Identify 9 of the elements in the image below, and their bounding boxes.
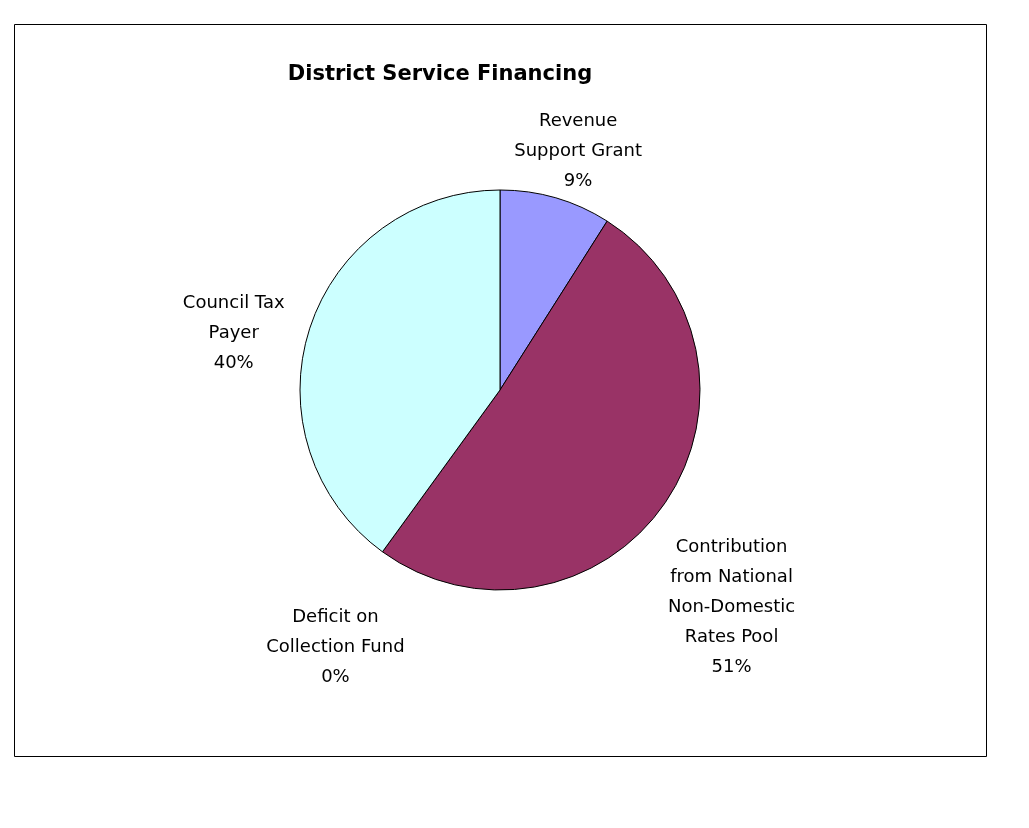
data-label: 9% — [563, 169, 593, 191]
slice-label: Revenue Support Grant — [514, 109, 642, 161]
data-label: 40% — [213, 351, 254, 373]
slice-label: Council Tax Payer — [182, 291, 285, 343]
category-label: Deficit on Collection Fund — [266, 604, 405, 656]
slice-label: Contribution from National Non-Domestic Rates Pool — [667, 535, 796, 647]
data-label: 51% — [711, 655, 752, 677]
text: 0% — [321, 664, 350, 686]
chart-title: District Service Financing — [287, 61, 593, 85]
